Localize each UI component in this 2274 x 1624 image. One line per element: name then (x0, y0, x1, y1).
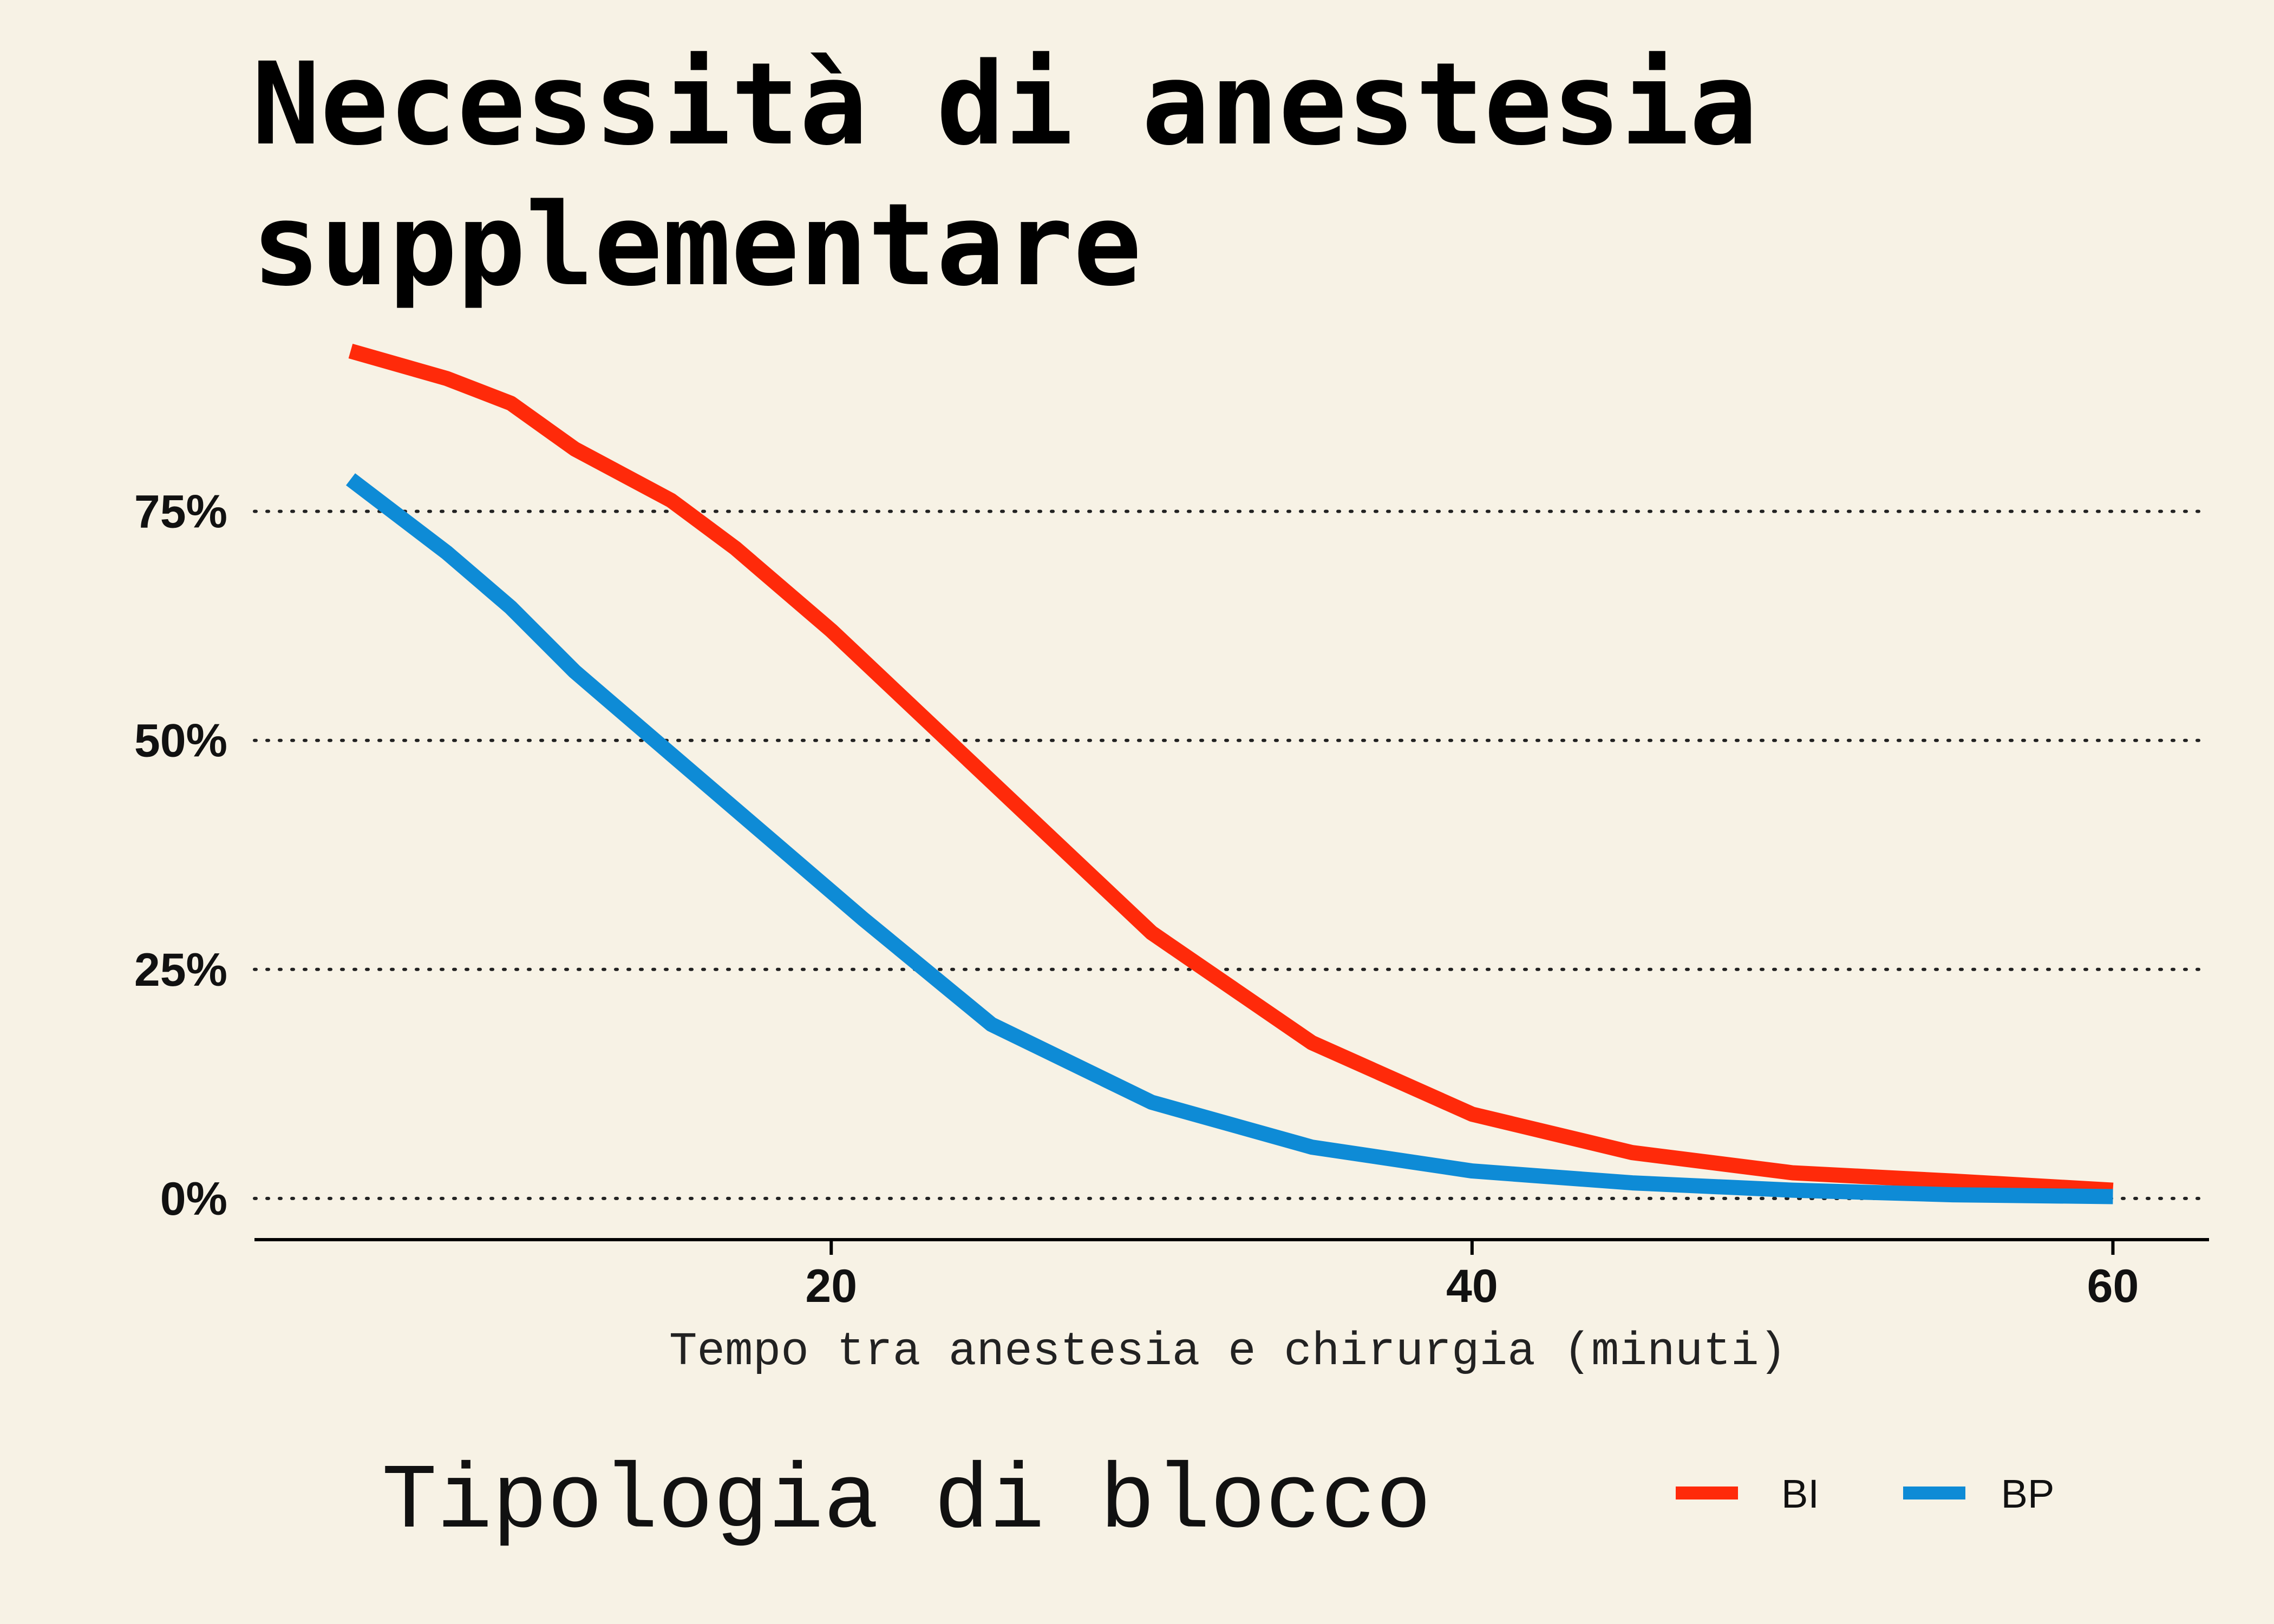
legend: Tipologia di blocco BI BP (382, 1450, 2054, 1555)
gridlines (253, 509, 2211, 1200)
legend-label-bi: BI (1781, 1471, 1819, 1516)
y-tick-label: 50% (134, 715, 227, 767)
chart-title-line-2: supplementare (252, 179, 1142, 311)
x-axis-ticks: 20 40 60 (805, 1240, 2139, 1312)
x-axis-label: Tempo tra anestesia e chirurgia (minuti) (669, 1325, 1787, 1378)
y-axis-ticks: 0% 25% 50% 75% (134, 486, 227, 1225)
y-tick-label: 75% (134, 486, 227, 538)
chart-title-line-1: Necessità di anestesia (252, 38, 1757, 171)
x-tick-label: 60 (2087, 1260, 2139, 1312)
series-line-bp (346, 473, 2113, 1204)
legend-label-bp: BP (2001, 1471, 2055, 1516)
legend-entries: BI BP (1676, 1471, 2054, 1516)
x-tick-label: 40 (1446, 1260, 1498, 1312)
series-lines (346, 344, 2114, 1204)
series-line-bi (348, 344, 2114, 1198)
legend-title: Tipologia di blocco (382, 1450, 1431, 1555)
y-tick-label: 25% (134, 944, 227, 996)
y-tick-label: 0% (160, 1173, 227, 1225)
x-tick-label: 20 (805, 1260, 857, 1312)
